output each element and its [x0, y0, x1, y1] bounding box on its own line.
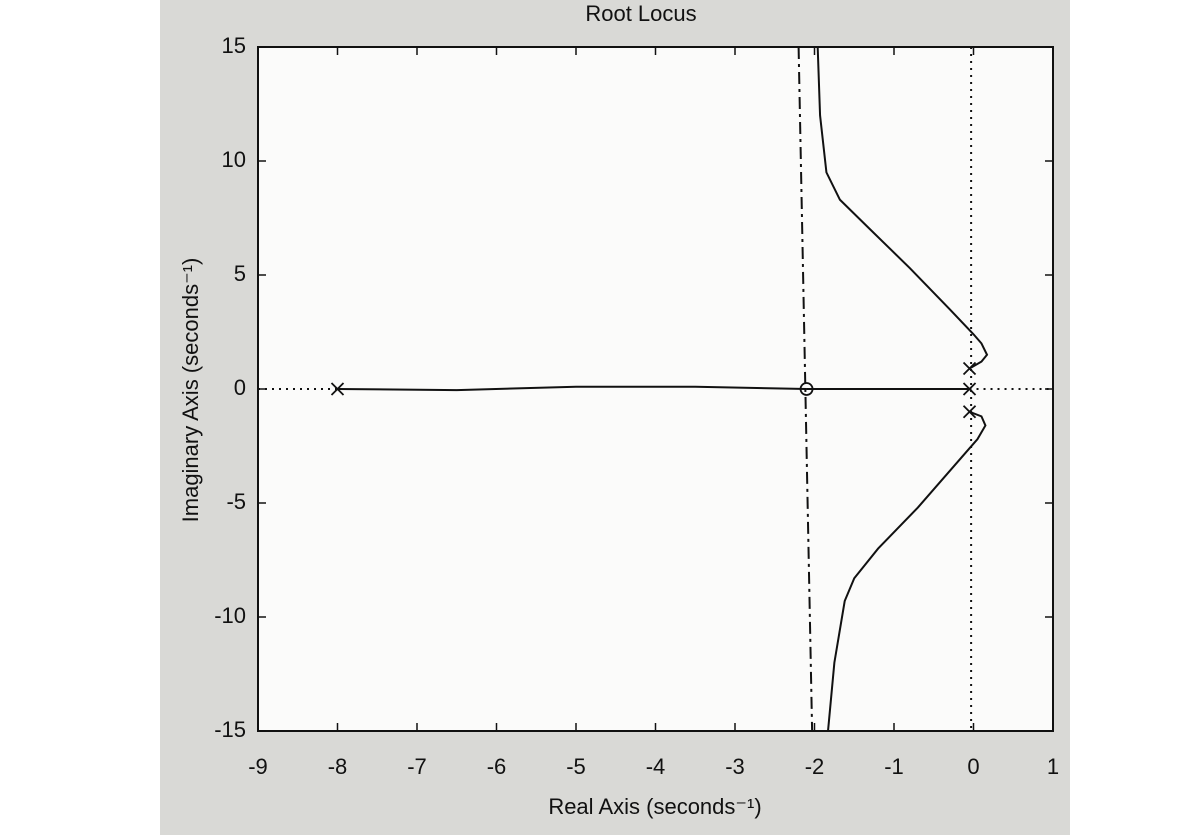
y-tick-label: 0 [234, 375, 246, 400]
y-tick-label: -15 [214, 717, 246, 742]
pole-marker [962, 382, 977, 396]
y-tick-label: -10 [214, 603, 246, 628]
x-tick-label: -8 [328, 754, 348, 779]
x-tick-label: -3 [725, 754, 745, 779]
y-tick-label: 5 [234, 261, 246, 286]
y-tick-label: 15 [222, 33, 246, 58]
locus-branch [797, 46, 814, 732]
x-tick-label: 0 [967, 754, 979, 779]
pole-marker [962, 405, 977, 419]
x-tick-label: -6 [487, 754, 507, 779]
x-tick-label: -5 [566, 754, 586, 779]
y-tick-label: -5 [226, 489, 246, 514]
x-tick-label: -9 [248, 754, 268, 779]
x-tick-label: -2 [805, 754, 825, 779]
locus-branch [816, 46, 989, 370]
pole-marker [330, 382, 345, 396]
y-axis-label: Imaginary Axis (seconds⁻¹) [178, 258, 203, 523]
locus-branch [827, 410, 987, 732]
x-axis-label: Real Axis (seconds⁻¹) [548, 794, 761, 819]
locus-branch [337, 385, 807, 392]
zero-marker [799, 382, 814, 396]
chart-title: Root Locus [585, 1, 696, 26]
x-tick-label: 1 [1047, 754, 1059, 779]
x-tick-label: -4 [646, 754, 666, 779]
pole-marker [962, 361, 977, 376]
y-tick-label: 10 [222, 147, 246, 172]
x-tick-label: -7 [407, 754, 427, 779]
x-tick-label: -1 [884, 754, 904, 779]
